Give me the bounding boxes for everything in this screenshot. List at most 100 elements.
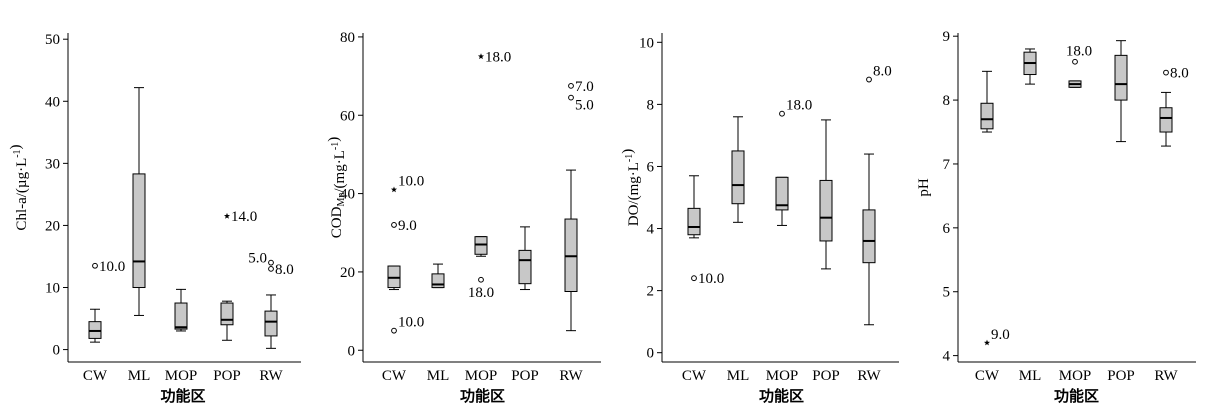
box-rw: [862, 153, 876, 326]
outlier-label: 10.0: [99, 259, 125, 275]
box-iqr: [220, 302, 234, 326]
outlier-label: 10.0: [698, 271, 724, 287]
y-tick-label: 80: [340, 30, 355, 46]
y-tick-label: 40: [45, 94, 60, 110]
y-tick-label: 10: [45, 281, 60, 297]
y-tick-label: 60: [340, 108, 355, 124]
outlier-label: 8.0: [873, 64, 892, 80]
outlier-label: 10.0: [398, 174, 424, 190]
x-tick-label: RW: [1154, 368, 1178, 384]
outlier-label: 8.0: [1170, 66, 1189, 82]
x-tick-label: CW: [382, 368, 407, 384]
x-tick-label: ML: [128, 368, 151, 384]
x-tick-label: POP: [511, 368, 539, 384]
outlier-label: 7.0: [575, 79, 594, 95]
outlier-label: 14.0: [231, 209, 257, 225]
box-iqr: [518, 249, 532, 285]
box-pop: [220, 300, 234, 341]
x-tick-label: RW: [857, 368, 881, 384]
box-cw: [88, 308, 102, 343]
y-tick-label: 4: [943, 349, 951, 365]
outlier-label: 9.0: [991, 327, 1010, 343]
box-mop: [1068, 80, 1082, 88]
y-tick-label: 2: [647, 284, 655, 300]
y-tick-label: 20: [340, 265, 355, 281]
x-tick-label: RW: [259, 368, 283, 384]
box-iqr: [132, 173, 146, 289]
box-iqr: [819, 179, 833, 242]
x-tick-label: MOP: [1059, 368, 1092, 384]
box-iqr: [731, 150, 745, 205]
box-iqr: [1114, 54, 1128, 101]
x-tick-label: CW: [682, 368, 707, 384]
y-axis-label: pH: [916, 178, 932, 197]
outlier-label: 8.0: [275, 262, 294, 278]
y-tick-label: 5: [943, 285, 951, 301]
y-axis-label: CODMn/(mg·L-1): [326, 137, 348, 238]
box-mop: [174, 288, 188, 332]
outlier-circle: [391, 327, 397, 334]
x-tick-label: ML: [1019, 368, 1042, 384]
outlier-star: [477, 53, 485, 60]
outlier-star: [223, 212, 231, 219]
y-tick-label: 9: [943, 29, 951, 45]
y-tick-label: 40: [340, 187, 355, 203]
outlier-label: 5.0: [575, 98, 594, 114]
outlier-star: [983, 339, 991, 346]
outlier-circle: [391, 222, 397, 228]
box-rw: [264, 294, 278, 349]
x-tick-label: CW: [975, 368, 1000, 384]
outlier-circle: [1072, 58, 1078, 65]
outlier-circle: [691, 275, 697, 282]
x-axis-title: 功能区: [460, 387, 505, 405]
box-iqr: [687, 207, 701, 236]
y-tick-label: 8: [647, 97, 655, 113]
box-mop: [474, 236, 488, 257]
y-tick-label: 4: [647, 222, 655, 238]
box-pop: [1114, 40, 1128, 143]
x-tick-label: ML: [427, 368, 450, 384]
y-tick-label: 6: [647, 159, 655, 175]
x-tick-label: POP: [213, 368, 241, 384]
x-tick-label: POP: [1107, 368, 1135, 384]
y-axis-label: DO/(mg·L-1): [620, 149, 642, 227]
outlier-circle: [1163, 69, 1169, 76]
x-axis-title: 功能区: [160, 387, 205, 405]
outlier-circle: [92, 262, 98, 269]
boxplot-panel-3: 0 2 4 6 8 10 DO/(mg·L-1) CW ML MOP POP RW 功能区 10.0 18.…: [620, 33, 899, 405]
x-tick-label: ML: [727, 368, 750, 384]
y-tick-label: 0: [53, 343, 61, 359]
outlier-label: 10.0: [398, 315, 424, 331]
box-ml: [132, 87, 146, 316]
outlier-circle: [268, 265, 274, 272]
box-iqr: [862, 209, 876, 264]
y-axis-label: Chl-a/(µg·L-1): [8, 144, 30, 230]
boxplot-panel-1: 0 10 20 30 40 50 Chl-a/(µg·L-1) CW ML MOP POP RW 功能区…: [8, 32, 301, 405]
y-tick-label: 50: [45, 32, 60, 48]
outlier-label: 18.0: [786, 98, 812, 114]
outlier-circle: [568, 94, 574, 101]
outlier-label: 18.0: [485, 50, 511, 66]
y-tick-label: 20: [45, 218, 60, 234]
box-iqr: [775, 176, 789, 211]
outlier-label: 9.0: [398, 218, 417, 234]
box-rw: [1159, 91, 1173, 147]
box-cw: [980, 70, 994, 133]
box-pop: [518, 226, 532, 291]
y-tick-label: 10: [639, 35, 654, 51]
box-iqr: [980, 102, 994, 130]
outlier-star: [390, 186, 398, 193]
x-tick-label: CW: [83, 368, 108, 384]
outlier-label: 5.0: [248, 251, 267, 267]
box-cw: [687, 175, 701, 239]
box-cw: [387, 265, 401, 291]
box-iqr: [174, 302, 188, 330]
box-rw: [564, 169, 578, 332]
x-tick-label: MOP: [766, 368, 799, 384]
box-ml: [431, 263, 445, 289]
outlier-circle: [779, 110, 785, 117]
outlier-circle: [478, 276, 484, 283]
box-iqr: [264, 310, 278, 337]
y-tick-label: 0: [647, 346, 655, 362]
